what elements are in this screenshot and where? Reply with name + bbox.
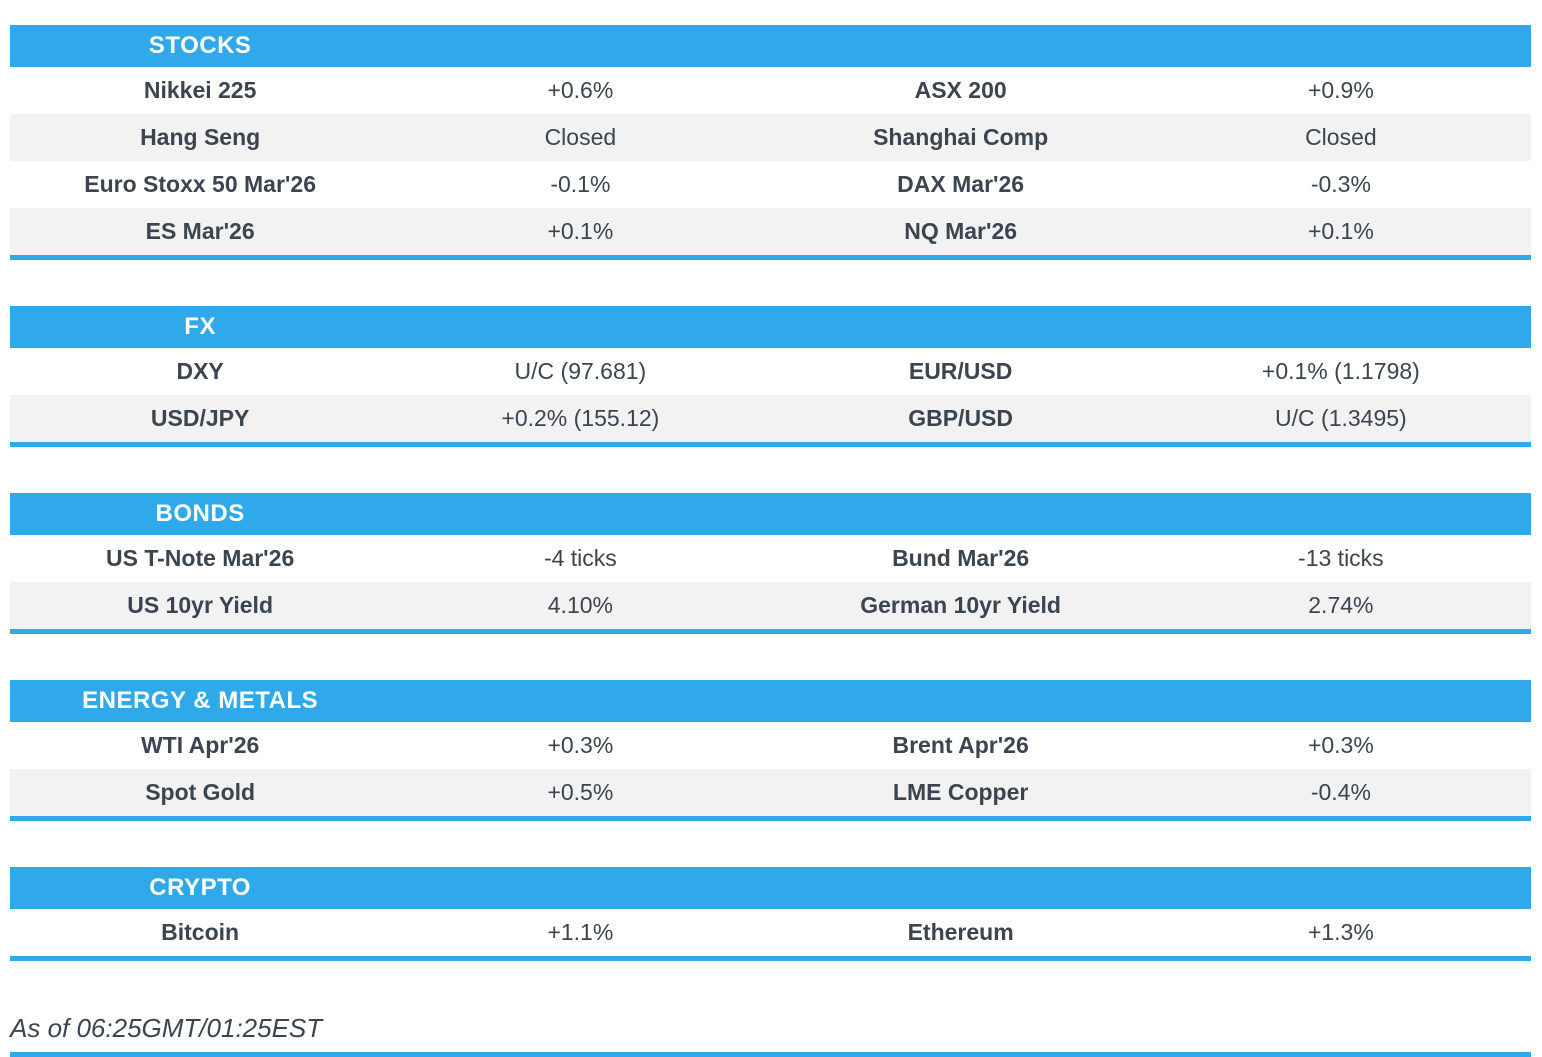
crypto-header-bar: CRYPTO: [10, 867, 1531, 909]
instrument-label: WTI Apr'26: [140, 732, 260, 758]
change-value: +0.9%: [1307, 77, 1374, 103]
change-value: Closed: [1305, 124, 1377, 150]
energy-metals-table: ENERGY & METALS WTI Apr'26 +0.3% Brent A…: [10, 680, 1531, 821]
table-row: US 10yr Yield 4.10% German 10yr Yield 2.…: [10, 582, 1531, 629]
instrument-label: ASX 200: [914, 77, 1007, 103]
change-value: +0.2% (155.12): [501, 405, 660, 431]
change-value: -4 ticks: [543, 545, 617, 571]
table-row: USD/JPY +0.2% (155.12) GBP/USD U/C (1.34…: [10, 395, 1531, 442]
instrument-label: EUR/USD: [908, 358, 1013, 384]
instrument-label: Euro Stoxx 50 Mar'26: [84, 171, 316, 197]
change-value: +0.3%: [1307, 732, 1374, 758]
table-row: WTI Apr'26 +0.3% Brent Apr'26 +0.3%: [10, 722, 1531, 769]
section-title-energy-metals: ENERGY & METALS: [82, 687, 319, 714]
bottom-divider: [10, 1052, 1531, 1057]
stocks-table: STOCKS Nikkei 225 +0.6% ASX 200 +0.9% Ha…: [10, 25, 1531, 260]
table-row: Nikkei 225 +0.6% ASX 200 +0.9%: [10, 67, 1531, 114]
change-value: -13 ticks: [1298, 545, 1384, 571]
change-value: Closed: [544, 124, 617, 150]
instrument-label: Brent Apr'26: [892, 732, 1029, 758]
table-row: DXY U/C (97.681) EUR/USD +0.1% (1.1798): [10, 348, 1531, 395]
fx-header-bar: FX: [10, 306, 1531, 348]
as-of-timestamp: As of 06:25GMT/01:25EST: [10, 1013, 323, 1043]
change-value: U/C (97.681): [514, 358, 647, 384]
change-value: +0.1%: [1307, 218, 1374, 244]
table-row: Hang Seng Closed Shanghai Comp Closed: [10, 114, 1531, 161]
change-value: +1.1%: [547, 919, 614, 945]
energy-metals-header-bar: ENERGY & METALS: [10, 680, 1531, 722]
table-row: ES Mar'26 +0.1% NQ Mar'26 +0.1%: [10, 208, 1531, 255]
instrument-label: DAX Mar'26: [897, 171, 1025, 197]
table-row: Euro Stoxx 50 Mar'26 -0.1% DAX Mar'26 -0…: [10, 161, 1531, 208]
instrument-label: GBP/USD: [908, 405, 1014, 431]
instrument-label: Bund Mar'26: [892, 545, 1030, 571]
instrument-label: Hang Seng: [140, 124, 261, 150]
change-value: +0.1%: [547, 218, 614, 244]
change-value: -0.3%: [1310, 171, 1371, 197]
instrument-label: Spot Gold: [145, 779, 256, 805]
instrument-label: Shanghai Comp: [873, 124, 1049, 150]
table-row: Bitcoin +1.1% Ethereum +1.3%: [10, 909, 1531, 956]
table-row: Spot Gold +0.5% LME Copper -0.4%: [10, 769, 1531, 816]
section-title-bonds: BONDS: [155, 500, 245, 527]
instrument-label: Ethereum: [907, 919, 1014, 945]
instrument-label: German 10yr Yield: [860, 592, 1061, 618]
crypto-table: CRYPTO Bitcoin +1.1% Ethereum +1.3%: [10, 867, 1531, 961]
change-value: +0.6%: [547, 77, 614, 103]
bonds-header-bar: BONDS: [10, 493, 1531, 535]
instrument-label: US 10yr Yield: [127, 592, 273, 618]
change-value: -0.1%: [550, 171, 611, 197]
instrument-label: Bitcoin: [161, 919, 240, 945]
instrument-label: Nikkei 225: [143, 77, 257, 103]
change-value: +0.5%: [547, 779, 614, 805]
change-value: +1.3%: [1307, 919, 1374, 945]
change-value: 4.10%: [547, 592, 613, 618]
fx-table: FX DXY U/C (97.681) EUR/USD +0.1% (1.179…: [10, 306, 1531, 447]
change-value: -0.4%: [1310, 779, 1371, 805]
section-title-stocks: STOCKS: [148, 32, 252, 59]
section-title-crypto: CRYPTO: [149, 874, 251, 901]
stocks-header-bar: STOCKS: [10, 25, 1531, 67]
bonds-table: BONDS US T-Note Mar'26 -4 ticks Bund Mar…: [10, 493, 1531, 634]
change-value: U/C (1.3495): [1275, 405, 1407, 431]
instrument-label: NQ Mar'26: [904, 218, 1018, 244]
change-value: 2.74%: [1308, 592, 1374, 618]
change-value: +0.1% (1.1798): [1261, 358, 1420, 384]
table-row: US T-Note Mar'26 -4 ticks Bund Mar'26 -1…: [10, 535, 1531, 582]
instrument-label: USD/JPY: [150, 405, 250, 431]
instrument-label: ES Mar'26: [145, 218, 255, 244]
section-title-fx: FX: [184, 313, 216, 340]
instrument-label: US T-Note Mar'26: [106, 545, 295, 571]
instrument-label: LME Copper: [892, 779, 1029, 805]
instrument-label: DXY: [176, 358, 224, 384]
change-value: +0.3%: [547, 732, 614, 758]
